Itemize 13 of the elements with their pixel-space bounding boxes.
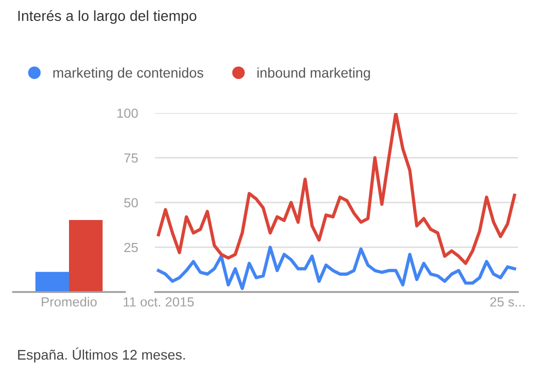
chart-title: Interés a lo largo del tiempo (18, 10, 196, 24)
x-tick-label: Promedio (42, 296, 97, 307)
legend-label: inbound marketing (257, 68, 370, 80)
y-tick-label: 100 (117, 108, 138, 118)
y-tick-label: 50 (124, 198, 138, 208)
y-tick-label: 25 (124, 242, 138, 252)
x-tick-label: 11 oct. 2015 (124, 297, 194, 307)
y-tick-label: 75 (124, 153, 138, 163)
line-series (156, 113, 516, 265)
x-tick-label: 25 s... (490, 297, 524, 307)
text: España. Últimos 12 meses. (18, 348, 185, 362)
line-series (156, 246, 516, 290)
legend-label: marketing de contenidos (53, 68, 204, 80)
